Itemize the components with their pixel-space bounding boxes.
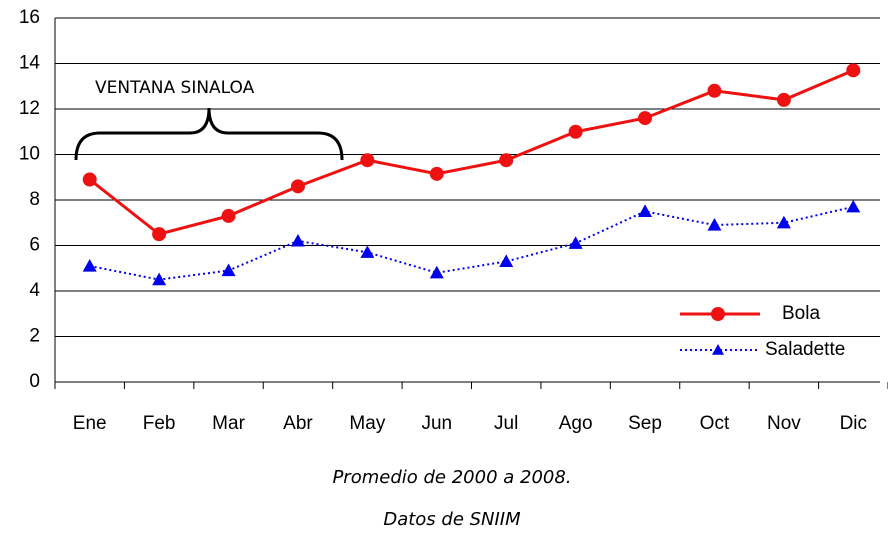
x-tick-label: May bbox=[349, 413, 385, 434]
caption: Promedio de 2000 a 2008. bbox=[332, 467, 571, 488]
marker bbox=[568, 124, 583, 139]
marker bbox=[776, 92, 791, 107]
x-tick-label: Jun bbox=[421, 413, 452, 434]
marker bbox=[221, 263, 236, 277]
x-tick-label: Abr bbox=[283, 413, 313, 434]
marker bbox=[776, 215, 791, 229]
marker bbox=[429, 166, 444, 181]
marker bbox=[360, 153, 375, 168]
marker bbox=[568, 236, 583, 249]
x-tick-label: Ene bbox=[73, 413, 107, 434]
marker bbox=[707, 218, 722, 231]
marker bbox=[152, 272, 167, 286]
marker bbox=[82, 258, 97, 272]
y-tick-label: 10 bbox=[19, 144, 40, 165]
marker bbox=[499, 153, 514, 168]
y-tick-label: 16 bbox=[19, 7, 40, 28]
y-tick-label: 4 bbox=[29, 280, 40, 301]
y-tick-label: 6 bbox=[29, 235, 40, 256]
y-tick-label: 2 bbox=[29, 326, 40, 347]
series-line bbox=[88, 68, 854, 236]
x-tick-label: Nov bbox=[767, 413, 801, 434]
marker bbox=[290, 233, 305, 247]
y-tick-label: 8 bbox=[29, 189, 40, 210]
marker bbox=[846, 199, 861, 213]
marker bbox=[846, 63, 861, 78]
x-tick-label: Dic bbox=[840, 413, 867, 434]
x-tick-label: Ago bbox=[559, 413, 593, 434]
y-tick-label: 0 bbox=[29, 371, 40, 392]
marker bbox=[82, 172, 97, 187]
legend-marker bbox=[712, 344, 724, 355]
marker bbox=[429, 265, 444, 279]
marker bbox=[290, 179, 305, 194]
caption: Datos de SNIIM bbox=[383, 509, 521, 530]
marker bbox=[152, 227, 167, 242]
marker bbox=[638, 111, 653, 126]
marker bbox=[221, 208, 236, 223]
x-tick-label: Sep bbox=[628, 413, 662, 434]
x-tick-label: Feb bbox=[143, 413, 176, 434]
series-line bbox=[89, 205, 854, 281]
annotation: VENTANA SINALOA bbox=[95, 78, 255, 98]
x-tick-label: Oct bbox=[700, 413, 730, 434]
y-tick-label: 14 bbox=[19, 53, 41, 74]
marker bbox=[499, 254, 514, 268]
marker bbox=[360, 245, 375, 258]
marker bbox=[638, 204, 653, 217]
legend-label: Bola bbox=[782, 303, 820, 324]
marker bbox=[707, 83, 722, 98]
bracket bbox=[74, 107, 344, 161]
legend-label: Saladette bbox=[765, 339, 845, 360]
legend-marker bbox=[711, 307, 725, 321]
x-tick-label: Mar bbox=[212, 413, 245, 434]
x-tick-label: Jul bbox=[494, 413, 518, 434]
y-tick-label: 12 bbox=[19, 98, 40, 119]
